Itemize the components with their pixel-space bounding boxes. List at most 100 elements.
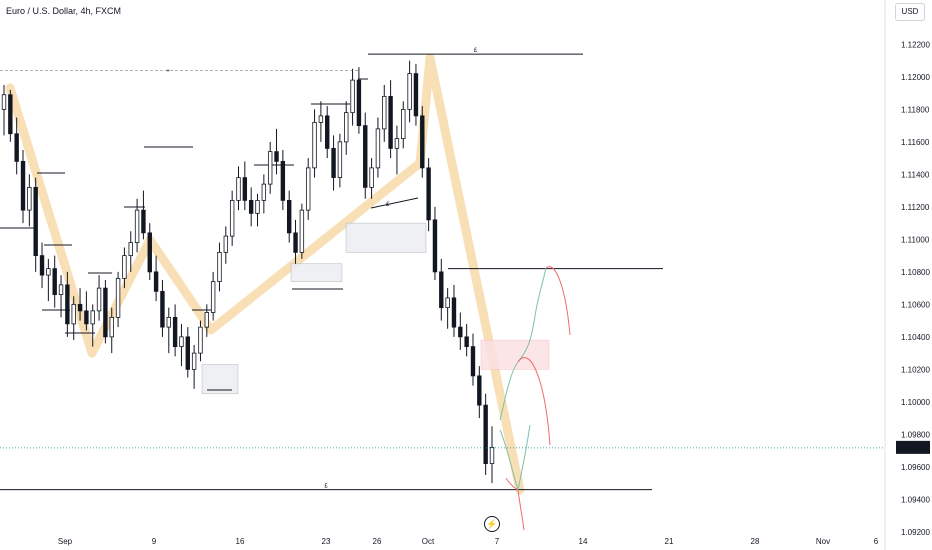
candle-body xyxy=(160,290,165,328)
candle-body xyxy=(325,115,330,149)
candle-body xyxy=(477,375,482,406)
candle-body xyxy=(128,242,133,257)
candle-body xyxy=(77,303,83,312)
price-tick-label: 1.11200 xyxy=(901,203,930,212)
candle-body xyxy=(261,183,267,201)
candle-body xyxy=(489,446,495,465)
time-tick-label: 7 xyxy=(495,537,500,546)
candle-body xyxy=(103,287,108,338)
candle-body xyxy=(217,251,222,283)
price-tick-label: 1.09600 xyxy=(901,463,930,472)
candle-body xyxy=(242,177,248,201)
time-tick-label: Nov xyxy=(816,537,830,546)
time-axis: Sep 9 16 23 26 Oct 7 14 21 28 Nov 6 xyxy=(58,537,879,546)
candle-body xyxy=(318,115,324,123)
candle-body xyxy=(394,138,400,149)
price-tick-label: 1.10400 xyxy=(901,333,930,342)
price-tick-label: 1.10800 xyxy=(901,268,930,277)
candle-body xyxy=(420,115,425,169)
candle-body xyxy=(229,199,235,237)
candle-body xyxy=(191,352,197,370)
candle-body xyxy=(109,316,114,338)
level-label: £ xyxy=(474,48,478,54)
candle-body xyxy=(350,79,355,114)
time-tick-label: 23 xyxy=(322,537,331,546)
candle-body xyxy=(331,147,336,179)
candle-body xyxy=(255,199,260,214)
candle-body xyxy=(65,284,70,325)
candle-body xyxy=(432,219,438,273)
candle-body xyxy=(204,312,210,328)
candle-body xyxy=(375,128,381,169)
price-tick-label: 1.11600 xyxy=(901,138,930,147)
candle-body xyxy=(223,235,229,253)
price-tick-label: 1.09200 xyxy=(901,528,930,537)
candle-body xyxy=(153,271,159,292)
candle-body xyxy=(293,232,298,253)
candle-body xyxy=(52,268,57,296)
candle-body xyxy=(46,268,51,276)
candle-body xyxy=(439,271,444,309)
candle-body xyxy=(382,95,387,130)
projection-down-path xyxy=(517,489,525,531)
lightning-icon[interactable]: ⚡ xyxy=(484,516,500,532)
time-tick-label: 21 xyxy=(665,537,674,546)
candle-body xyxy=(464,336,469,348)
candle-body xyxy=(185,336,190,370)
time-tick-label: 6 xyxy=(874,537,879,546)
current-price-badge xyxy=(896,440,930,454)
projection-down-path xyxy=(505,477,519,491)
candle-body xyxy=(306,167,311,211)
candle-body xyxy=(27,186,32,211)
price-tick-label: 1.10000 xyxy=(901,398,930,407)
candle-body xyxy=(363,125,368,188)
projection-up-path xyxy=(499,267,547,421)
current-price-label: 1.09717 xyxy=(899,444,928,453)
candle-body xyxy=(84,310,89,325)
candle-body xyxy=(344,112,349,143)
candle-body xyxy=(236,177,241,201)
candle-body xyxy=(458,326,463,338)
candle-body xyxy=(299,209,305,253)
candle-body xyxy=(58,284,64,296)
demand-zone xyxy=(290,263,343,282)
candle-body xyxy=(356,79,362,127)
candle-body xyxy=(141,209,146,234)
candle-body xyxy=(71,303,76,325)
candle-body xyxy=(96,287,102,312)
zone-overlay xyxy=(201,222,550,395)
time-tick-label: Sep xyxy=(58,537,73,546)
candle-body xyxy=(286,199,292,234)
candle-body xyxy=(39,255,45,276)
projection-down-path xyxy=(517,357,551,446)
candle-body xyxy=(413,73,419,117)
candle-body xyxy=(122,255,127,279)
candle-body xyxy=(280,160,286,201)
candle-body xyxy=(172,316,178,348)
supply-zone xyxy=(480,339,550,370)
candle-body xyxy=(312,121,317,169)
time-tick-label: Oct xyxy=(422,537,435,546)
candle-body xyxy=(451,297,457,328)
time-tick-label: 16 xyxy=(236,537,245,546)
time-tick-label: 26 xyxy=(373,537,382,546)
price-tick-label: 1.11000 xyxy=(901,235,930,244)
symbol-title: Euro / U.S. Dollar, 4h, FXCM xyxy=(6,6,122,16)
price-tick-label: 1.09800 xyxy=(901,430,930,439)
candle-body xyxy=(147,232,152,273)
demand-zone xyxy=(201,364,239,395)
candle-body xyxy=(337,141,343,179)
candle-body xyxy=(388,95,393,149)
currency-button[interactable]: USD xyxy=(895,3,925,21)
price-tick-label: 1.12000 xyxy=(901,73,930,82)
candle-body xyxy=(426,167,431,221)
candle-body xyxy=(401,108,406,140)
candle-body xyxy=(115,277,121,318)
candle-body xyxy=(8,94,13,135)
candle-body xyxy=(210,281,216,313)
time-tick-label: 28 xyxy=(751,537,760,546)
candle-body xyxy=(483,404,488,465)
